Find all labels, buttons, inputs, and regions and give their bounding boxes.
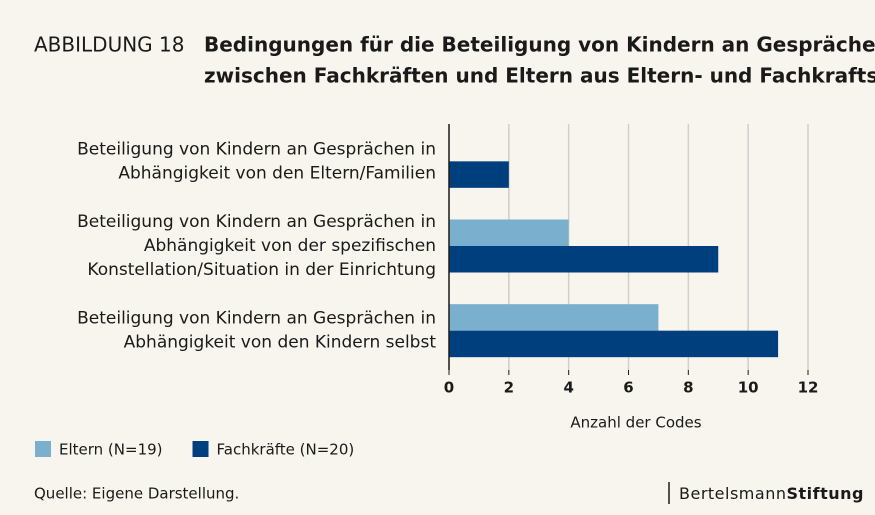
source: Quelle: Eigene Darstellung. xyxy=(34,485,239,503)
chart-title: Bedingungen für die Beteiligung von Kind… xyxy=(204,33,875,57)
brand: BertelsmannStiftung xyxy=(679,484,864,503)
x-tick-label: 8 xyxy=(683,379,693,397)
y-tick-label: Abhängigkeit von der spezifischen xyxy=(144,236,436,256)
x-tick-label: 12 xyxy=(798,379,819,397)
legend-swatch xyxy=(35,441,51,457)
y-tick-label: Beteiligung von Kindern an Gesprächen in xyxy=(77,309,436,329)
x-tick-label: 0 xyxy=(444,379,454,397)
y-tick-label: Beteiligung von Kindern an Gesprächen in xyxy=(77,212,436,232)
legend-swatch xyxy=(192,441,209,457)
legend-label: Fachkräfte (N=20) xyxy=(217,441,355,459)
bar xyxy=(449,330,779,358)
brand-part: Bertelsmann xyxy=(679,484,786,503)
bar xyxy=(449,161,509,188)
y-tick-label: Beteiligung von Kindern an Gesprächen in xyxy=(77,139,436,159)
y-tick-label: Abhängigkeit von den Eltern/Familien xyxy=(118,163,436,183)
bar xyxy=(449,246,719,273)
x-tick-label: 2 xyxy=(504,379,514,397)
y-tick-label: Konstellation/Situation in der Einrichtu… xyxy=(87,260,436,280)
x-axis-label: Anzahl der Codes xyxy=(570,414,701,432)
x-tick-label: 6 xyxy=(623,379,633,397)
x-tick-label: 10 xyxy=(738,379,759,397)
y-tick-label: Abhängigkeit von den Kindern selbst xyxy=(124,333,437,353)
bar xyxy=(449,304,659,331)
x-tick-label: 4 xyxy=(563,379,573,397)
chart-title: zwischen Fachkräften und Eltern aus Elte… xyxy=(204,64,875,88)
legend-label: Eltern (N=19) xyxy=(59,441,163,459)
figure-label: ABBILDUNG 18 xyxy=(34,33,184,57)
bar xyxy=(449,219,569,246)
brand-part: Stiftung xyxy=(786,484,864,503)
